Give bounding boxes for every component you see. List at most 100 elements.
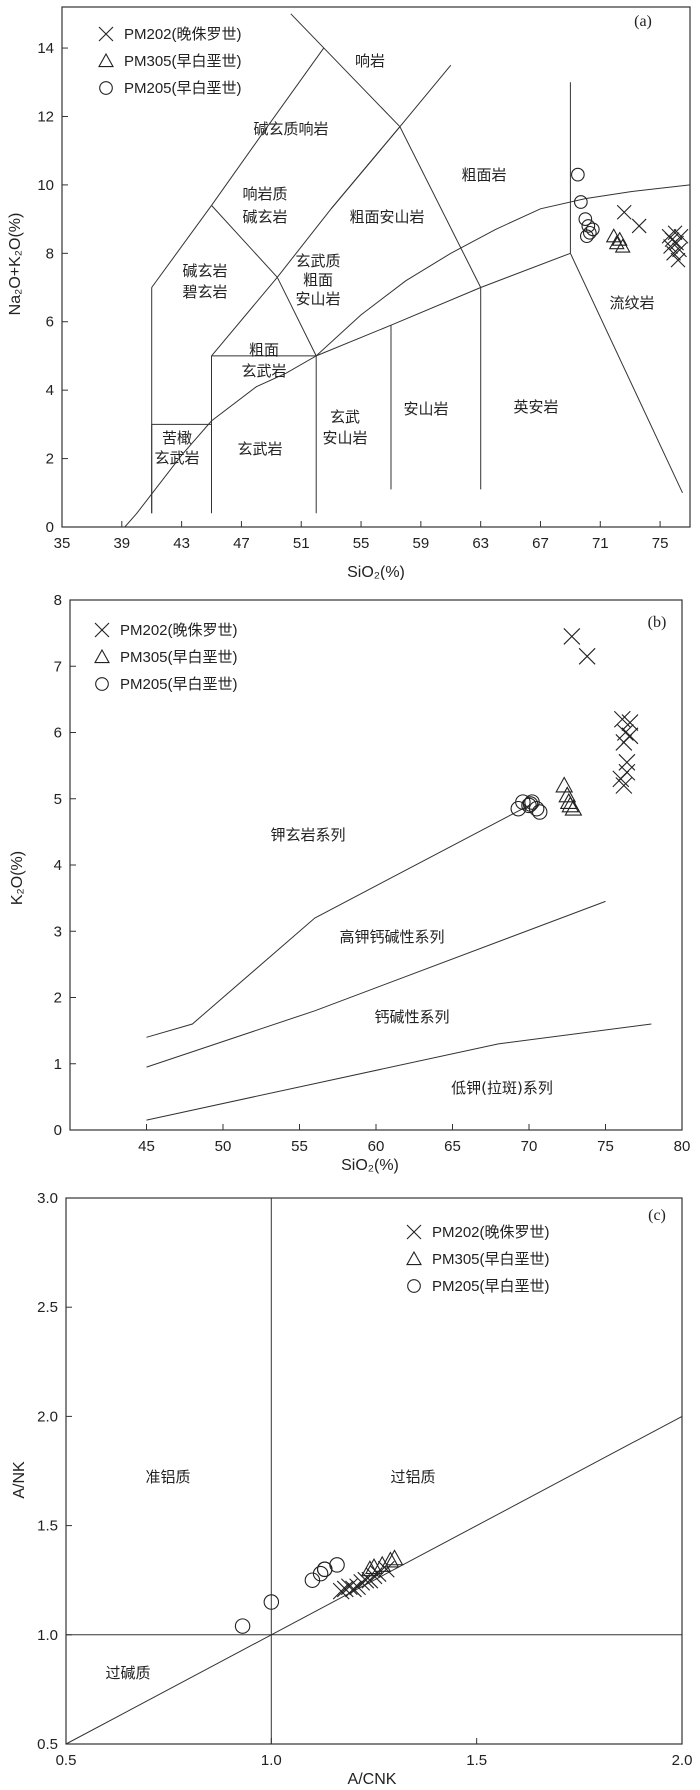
point-circle — [531, 804, 548, 820]
y-tick-label: 10 — [37, 177, 54, 194]
legend-marker-x — [98, 26, 114, 42]
point-x — [340, 1578, 358, 1596]
field-boundary — [316, 324, 392, 357]
point-triangle — [608, 234, 625, 250]
field-label-basaltic-andesite-2: 安山岩 — [322, 429, 367, 447]
legend-marker-x — [94, 622, 110, 638]
y-tick-label: 1 — [54, 1056, 62, 1073]
legend-entry: PM202(晚侏罗世) — [120, 622, 238, 639]
field-label-metaluminous: 准铝质 — [145, 1468, 190, 1486]
y-tick-label: 3.0 — [37, 1190, 58, 1207]
x-tick-label: 1.0 — [261, 1752, 282, 1769]
point-x — [563, 628, 581, 645]
y-tick-label: 2 — [46, 451, 54, 468]
x-tick-label: 50 — [215, 1138, 232, 1155]
x-tick-label: 0.5 — [56, 1752, 77, 1769]
x-tick-label: 51 — [293, 535, 310, 552]
y-tick-label: 8 — [46, 245, 54, 262]
legend-entry: PM305(早白垩世) — [124, 53, 242, 70]
point-circle — [528, 800, 545, 817]
rock-field-labels: 响岩 碱玄质响岩 响岩质 碱玄岩 粗面岩 粗面安山岩 玄武质 粗面 安山岩 碱玄… — [154, 52, 654, 467]
field-label-picrobasalt-2: 玄武岩 — [154, 449, 199, 467]
field-label-dacite: 英安岩 — [513, 398, 558, 416]
point-x — [578, 647, 596, 665]
axis-ticks: 0.5 1.0 1.5 2.0 0.5 1.0 1.5 2.0 2.5 3.0 — [37, 1190, 692, 1769]
point-x — [631, 218, 647, 234]
legend-marker-triangle — [406, 1250, 422, 1266]
field-label-basaltic-trachyandesite-2: 粗面 — [303, 271, 333, 289]
field-boundary — [399, 126, 482, 288]
field-boundary — [480, 252, 571, 288]
x-tick-label: 47 — [233, 535, 250, 552]
field-boundary — [276, 208, 332, 278]
legend-entry: PM205(早白垩世) — [124, 80, 242, 97]
field-label-phonolite: 响岩 — [355, 52, 385, 70]
y-tick-label: 4 — [46, 382, 54, 399]
point-x — [673, 228, 689, 244]
x-tick-label: 55 — [291, 1138, 308, 1155]
point-circle — [581, 219, 596, 233]
field-label-picrobasalt-1: 苦橄 — [162, 429, 192, 447]
field-label-basalt: 玄武岩 — [237, 440, 282, 458]
y-tick-label: 2.5 — [37, 1299, 58, 1316]
point-circle — [578, 212, 593, 226]
point-x — [345, 1580, 362, 1598]
y-tick-label: 4 — [54, 857, 62, 874]
x-axis-label: A/CNK — [348, 1771, 397, 1788]
point-x — [618, 763, 636, 781]
y-tick-label: 3 — [54, 923, 62, 940]
panel-label: (c) — [648, 1207, 666, 1224]
x-tick-label: 43 — [173, 535, 190, 552]
field-boundary — [151, 205, 212, 288]
panel-label: (b) — [648, 614, 667, 631]
legend: PM202(晚侏罗世) PM305(早白垩世) PM205(早白垩世) — [94, 622, 238, 693]
y-tick-label: 14 — [37, 40, 54, 57]
point-triangle — [373, 1555, 392, 1572]
point-triangle — [555, 776, 574, 793]
point-triangle — [385, 1549, 404, 1566]
field-boundary — [211, 133, 263, 206]
sample-points — [510, 628, 639, 820]
field-boundary — [211, 205, 278, 278]
legend-entry: PM305(早白垩世) — [120, 649, 238, 666]
sample-points — [234, 1549, 404, 1634]
point-x — [616, 204, 632, 220]
point-circle — [234, 1618, 251, 1634]
x-tick-label: 70 — [521, 1138, 538, 1155]
x-tick-label: 39 — [113, 535, 130, 552]
alkaline-subalkaline-curve — [124, 184, 691, 528]
field-label-peralkaline: 过碱质 — [105, 1664, 150, 1682]
legend-entry: PM205(早白垩世) — [120, 676, 238, 693]
y-tick-label: 0.5 — [37, 1736, 58, 1753]
y-tick-label: 0 — [54, 1122, 62, 1139]
field-label-high-k-calc-alkaline: 高钾钙碱性系列 — [339, 928, 444, 946]
field-label-trachyte: 粗面岩 — [461, 166, 506, 184]
field-label-tephrite-1: 碱玄岩 — [182, 262, 227, 280]
point-x — [670, 252, 686, 268]
field-boundary — [290, 13, 401, 128]
tas-diagram: 35 39 43 47 51 55 59 63 67 71 75 0 2 4 6 8 10 12 14 响岩 碱玄质… — [7, 6, 691, 580]
field-label-basaltic-trachyandesite-3: 安山岩 — [295, 290, 340, 308]
tas-field-boundaries — [151, 13, 683, 514]
plot-frame — [61, 6, 691, 528]
x-tick-label: 75 — [652, 535, 669, 552]
field-label-basaltic-trachyandesite-1: 玄武质 — [295, 252, 340, 270]
y-tick-label: 6 — [46, 314, 54, 331]
point-x — [617, 724, 634, 741]
point-circle — [571, 167, 585, 182]
y-axis-label: Na₂O+K₂O(%) — [7, 213, 24, 316]
legend: PM202(晚侏罗世) PM305(早白垩世) PM205(早白垩世) — [406, 1224, 550, 1295]
legend-entry: PM202(晚侏罗世) — [124, 26, 242, 43]
x-tick-label: 2.0 — [672, 1752, 693, 1769]
field-boundary — [261, 47, 325, 134]
legend: PM202(晚侏罗世) PM305(早白垩世) PM205(早白垩世) — [98, 26, 242, 97]
x-tick-label: 45 — [138, 1138, 155, 1155]
y-tick-label: 12 — [37, 108, 54, 125]
x-tick-label: 59 — [413, 535, 430, 552]
point-triangle — [381, 1551, 400, 1568]
x-tick-label: 75 — [597, 1138, 614, 1155]
y-tick-label: 1.0 — [37, 1627, 58, 1644]
point-circle — [573, 195, 588, 209]
